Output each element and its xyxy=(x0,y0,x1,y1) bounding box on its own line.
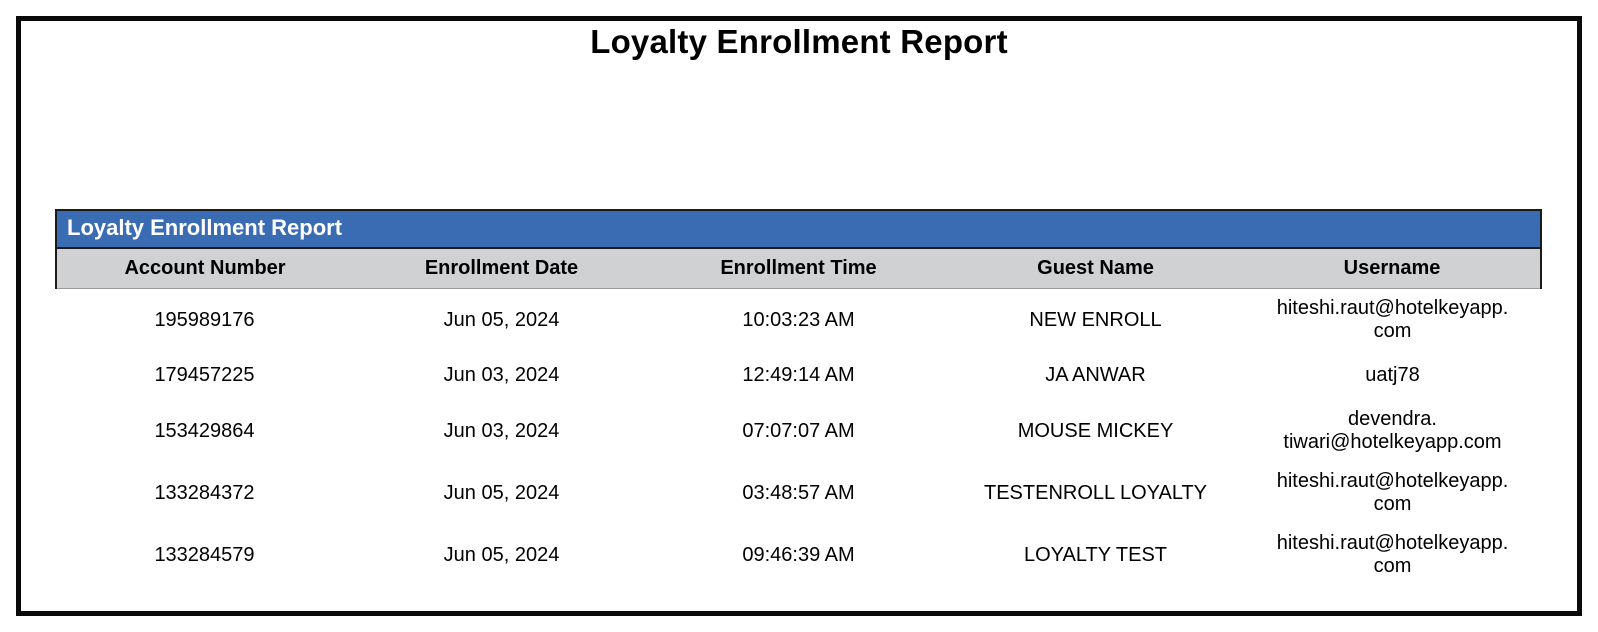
cell-username: hiteshi.raut@hotelkeyapp. com xyxy=(1276,470,1509,515)
cell-enrollment-date: Jun 03, 2024 xyxy=(443,364,560,386)
cell-account-number: 133284579 xyxy=(154,543,255,566)
table-row: 153429864 Jun 03, 2024 07:07:07 AM MOUSE… xyxy=(56,400,1541,462)
cell-enrollment-time: 09:46:39 AM xyxy=(742,543,855,566)
cell-guest-name: NEW ENROLL xyxy=(1029,308,1162,331)
cell-enrollment-date: Jun 05, 2024 xyxy=(443,481,560,504)
cell-guest-name: JA ANWAR xyxy=(1045,364,1146,386)
loyalty-report-table: Loyalty Enrollment Report Account Number… xyxy=(55,209,1542,586)
cell-account-number: 133284372 xyxy=(154,481,255,504)
cell-enrollment-time: 03:48:57 AM xyxy=(742,481,855,504)
column-header-username: Username xyxy=(1244,249,1542,289)
cell-username: devendra. tiwari@hotelkeyapp.com xyxy=(1283,408,1502,453)
cell-enrollment-date: Jun 05, 2024 xyxy=(443,308,560,331)
cell-enrollment-time: 12:49:14 AM xyxy=(742,364,855,386)
cell-account-number: 195989176 xyxy=(154,308,255,331)
cell-account-number: 179457225 xyxy=(154,364,255,386)
column-header-enrollment-time: Enrollment Time xyxy=(650,249,947,289)
cell-guest-name: TESTENROLL LOYALTY xyxy=(983,481,1208,504)
cell-username: uatj78 xyxy=(1365,364,1420,386)
table-row: 179457225 Jun 03, 2024 12:49:14 AM JA AN… xyxy=(56,351,1541,400)
cell-guest-name: MOUSE MICKEY xyxy=(1017,419,1174,442)
column-header-account-number: Account Number xyxy=(55,249,353,289)
column-header-guest-name: Guest Name xyxy=(947,249,1244,289)
table-row: 195989176 Jun 05, 2024 10:03:23 AM NEW E… xyxy=(56,289,1541,352)
cell-enrollment-date: Jun 05, 2024 xyxy=(443,543,560,566)
cell-enrollment-date: Jun 03, 2024 xyxy=(443,419,560,442)
cell-account-number: 153429864 xyxy=(154,419,255,442)
document-title: Loyalty Enrollment Report xyxy=(590,23,1008,60)
table-row: 133284372 Jun 05, 2024 03:48:57 AM TESTE… xyxy=(56,462,1541,524)
column-header-enrollment-date: Enrollment Date xyxy=(353,249,650,289)
cell-username: hiteshi.raut@hotelkeyapp. com xyxy=(1276,532,1509,577)
report-section-title: Loyalty Enrollment Report xyxy=(67,215,343,240)
cell-enrollment-time: 07:07:07 AM xyxy=(742,419,855,442)
enrollment-table: Account Number Enrollment Date Enrollmen… xyxy=(55,249,1542,586)
cell-username: hiteshi.raut@hotelkeyapp. com xyxy=(1276,297,1509,342)
report-section-header: Loyalty Enrollment Report xyxy=(55,209,1542,249)
cell-enrollment-time: 10:03:23 AM xyxy=(742,308,855,331)
cell-guest-name: LOYALTY TEST xyxy=(1023,543,1168,566)
table-row: 133284579 Jun 05, 2024 09:46:39 AM LOYAL… xyxy=(56,524,1541,586)
column-header-row: Account Number Enrollment Date Enrollmen… xyxy=(55,249,1542,289)
